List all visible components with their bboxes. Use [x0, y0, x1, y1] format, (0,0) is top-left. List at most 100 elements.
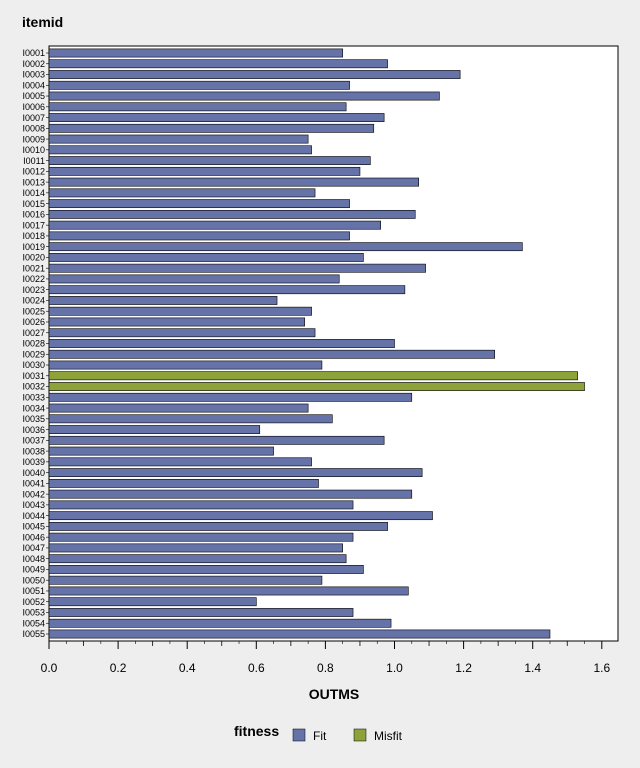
bar-i0006: [48, 102, 347, 112]
y-tick-label: I0052: [22, 597, 45, 607]
y-tick-label: I0029: [22, 349, 45, 359]
legend-label-fit: Fit: [313, 729, 327, 743]
y-tick-label: I0032: [22, 382, 45, 392]
bar-i0039: [48, 457, 312, 467]
y-tick-label: I0021: [22, 263, 45, 273]
bar-i0037: [48, 435, 385, 445]
bar-i0016: [48, 209, 416, 219]
y-tick-label: I0035: [22, 414, 45, 424]
bar-i0042: [48, 489, 413, 499]
y-tick-label: I0050: [22, 575, 45, 585]
x-tick-label: 0.8: [317, 661, 334, 675]
bar-i0049: [48, 565, 364, 574]
x-tick-label: 0.0: [41, 661, 58, 675]
y-tick-label: I0010: [22, 145, 45, 155]
x-tick-label: 1.4: [524, 661, 541, 675]
legend-swatch-misfit: [353, 728, 367, 742]
bar-i0052: [48, 597, 257, 607]
bar-i0029: [48, 349, 495, 359]
y-tick-label: I0009: [22, 134, 45, 144]
bar-i0032: [48, 382, 585, 391]
bar-i0024: [48, 296, 278, 305]
y-tick-label: I0011: [23, 156, 45, 166]
bar-i0050: [48, 575, 323, 585]
y-tick-label: I0037: [22, 436, 45, 446]
y-tick-label: I0020: [22, 253, 45, 263]
y-tick-label: I0034: [22, 403, 45, 413]
bars-group: [48, 48, 585, 639]
bar-i0028: [48, 339, 395, 348]
y-tick-label: I0014: [22, 188, 45, 198]
y-tick-label: I0023: [22, 285, 45, 295]
y-tick-label: I0016: [22, 210, 45, 220]
y-tick-label: I0022: [22, 274, 45, 284]
y-tick-label: I0046: [22, 532, 45, 542]
bar-i0011: [48, 156, 371, 165]
bar-i0053: [48, 608, 354, 617]
bar-i0008: [48, 123, 375, 133]
bar-i0033: [48, 392, 413, 402]
bar-i0010: [48, 145, 312, 155]
bar-i0041: [48, 478, 319, 488]
bar-i0018: [48, 231, 350, 241]
bar-i0022: [48, 274, 340, 284]
bar-i0031: [48, 371, 578, 381]
bar-i0025: [48, 306, 312, 316]
legend: fitness Fit Misfit: [234, 723, 403, 743]
y-tick-label: I0015: [22, 199, 45, 209]
y-tick-label: I0019: [22, 242, 45, 252]
x-tick-label: 0.6: [248, 661, 265, 675]
bar-i0035: [48, 414, 333, 424]
legend-title: fitness: [234, 723, 279, 739]
y-tick-label: I0033: [22, 393, 45, 403]
legend-swatch-fit: [292, 728, 306, 742]
bar-i0027: [48, 328, 316, 338]
y-tick-label: I0017: [22, 220, 45, 230]
bar-i0021: [48, 263, 426, 273]
bar-i0015: [48, 199, 350, 209]
y-tick-label: I0024: [22, 296, 45, 306]
chart-title: itemid: [22, 14, 63, 30]
bar-i0055: [48, 629, 551, 639]
bar-i0034: [48, 403, 309, 413]
bar-i0019: [48, 242, 523, 252]
bar-i0046: [48, 532, 354, 542]
bar-i0045: [48, 522, 388, 531]
bar-i0017: [48, 220, 381, 230]
bar-i0044: [48, 511, 433, 521]
bar-i0048: [48, 554, 347, 564]
bar-i0001: [48, 48, 343, 58]
bar-i0054: [48, 618, 392, 628]
y-tick-label: I0053: [22, 608, 45, 618]
bar-i0026: [48, 317, 305, 327]
y-tick-label: I0054: [22, 618, 45, 628]
bar-i0038: [48, 446, 274, 456]
y-tick-label: I0018: [22, 231, 45, 241]
y-tick-label: I0013: [22, 177, 45, 187]
y-tick-label: I0012: [22, 167, 45, 177]
y-tick-label: I0002: [22, 59, 45, 69]
y-tick-label: I0006: [22, 102, 45, 112]
bar-i0036: [48, 425, 261, 434]
y-tick-label: I0030: [22, 360, 45, 370]
bar-i0005: [48, 91, 440, 101]
y-axis-ticks: I0001I0002I0003I0004I0005I0006I0007I0008…: [22, 48, 49, 639]
bar-i0020: [48, 253, 364, 262]
bar-i0003: [48, 70, 461, 79]
y-tick-label: I0026: [22, 317, 45, 327]
y-tick-label: I0005: [22, 91, 45, 101]
y-tick-label: I0039: [22, 457, 45, 467]
y-tick-label: I0047: [22, 543, 45, 553]
x-tick-label: 0.2: [110, 661, 127, 675]
y-tick-label: I0043: [22, 500, 45, 510]
bar-i0023: [48, 285, 406, 295]
y-tick-label: I0004: [22, 80, 45, 90]
bar-i0047: [48, 543, 343, 553]
bar-i0014: [48, 188, 316, 198]
y-tick-label: I0025: [22, 306, 45, 316]
y-tick-label: I0003: [22, 70, 45, 80]
y-tick-label: I0008: [22, 124, 45, 134]
x-axis-ticks: 0.0 0.2 0.4 0.6 0.8 1.0 1.2 1.4 1.6: [41, 641, 610, 675]
y-tick-label: I0001: [22, 48, 45, 58]
